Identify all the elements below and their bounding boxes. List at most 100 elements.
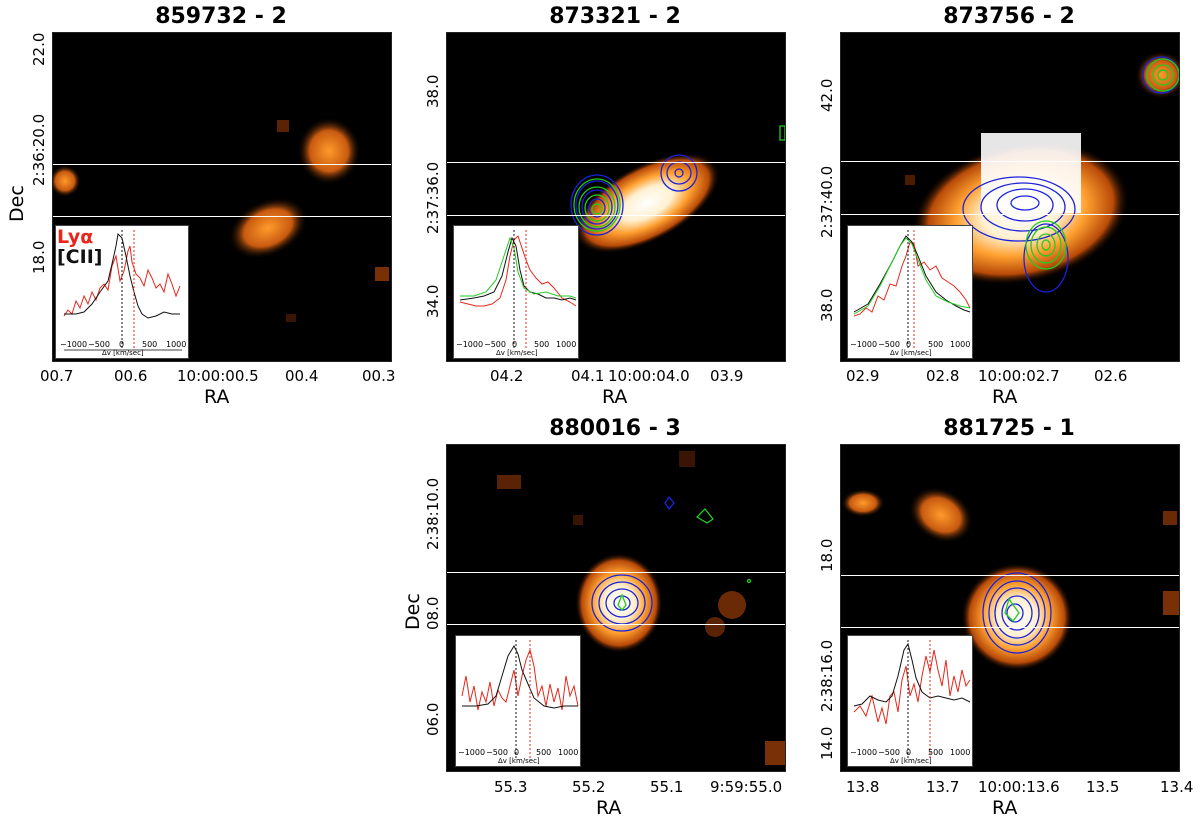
ra-tick: 9:59:55.0: [710, 778, 783, 796]
inset-xtick: 1000: [950, 748, 971, 757]
slit-edge-bottom: [447, 624, 785, 625]
dec-tick: 2:38:10.0: [424, 477, 442, 550]
spectrum-inset: −1000 −500 0 500 1000 Δv [km/sec]: [55, 225, 189, 359]
ra-tick: 00.7: [40, 367, 74, 385]
ra-axis-label: RA: [596, 797, 622, 819]
lya-image: −1000 −500 0 500 1000 Δv [km/sec] Lyα [C…: [52, 32, 392, 362]
inset-xtick: −1000: [60, 340, 88, 349]
ra-tick: 10:00:02.7: [978, 367, 1060, 385]
legend-cii: [CII]: [57, 246, 103, 268]
ra-tick: 13.4: [1160, 778, 1194, 796]
ra-tick: 00.4: [285, 367, 319, 385]
slit-edge-top: [53, 164, 391, 165]
inset-xtick: 0: [906, 340, 912, 349]
ra-tick: 10:00:13.6: [978, 778, 1060, 796]
inset-xtick: −500: [88, 340, 110, 349]
dec-tick: 2:37:40.0: [818, 165, 836, 238]
panel-title: 873321 - 2: [549, 4, 681, 29]
slit-edge-bottom: [841, 627, 1179, 628]
dec-tick: 18.0: [818, 538, 836, 572]
inset-xtick: 0: [512, 340, 518, 349]
panel-title: 873756 - 2: [943, 4, 1075, 29]
inset-xtick: −1000: [456, 340, 484, 349]
dec-tick: 42.0: [818, 78, 836, 112]
inset-xtick: 0: [906, 748, 912, 757]
panel-title: 859732 - 2: [155, 4, 287, 29]
ra-tick: 55.2: [572, 778, 606, 796]
ra-tick: 55.3: [494, 778, 528, 796]
spectrum-inset: −1000 −500 0 500 1000 Δv [km/sec]: [847, 225, 973, 359]
ra-axis-label: RA: [602, 386, 628, 408]
slit-edge-top: [447, 572, 785, 573]
ra-tick: 10:00:04.0: [608, 367, 690, 385]
ra-axis-label: RA: [204, 386, 230, 408]
ra-tick: 55.1: [650, 778, 684, 796]
inset-xtick: 1000: [166, 340, 187, 349]
dec-tick: 06.0: [424, 702, 442, 736]
slit-edge-top: [447, 162, 785, 163]
spectrum-inset: −1000 −500 0 500 1000 Δv [km/sec]: [847, 635, 973, 767]
lya-image: −1000 −500 0 500 1000 Δv [km/sec]: [840, 32, 1180, 362]
slit-edge-bottom: [841, 214, 1179, 215]
ra-tick: 00.6: [114, 367, 148, 385]
inset-xtick: 0: [514, 748, 520, 757]
slit-edge-top: [841, 161, 1179, 162]
dec-tick: 18.0: [30, 240, 48, 274]
ra-tick: 02.6: [1094, 367, 1128, 385]
dec-tick: 38.0: [424, 74, 442, 108]
inset-xtick: −500: [486, 748, 508, 757]
slit-edge-bottom: [53, 216, 391, 217]
inset-xtick: 500: [928, 340, 944, 349]
lya-image: −1000 −500 0 500 1000 Δv [km/sec]: [446, 444, 786, 772]
inset-xtick: 1000: [950, 340, 971, 349]
dec-tick: 08.0: [424, 596, 442, 630]
inset-xlabel: Δv [km/sec]: [498, 757, 540, 765]
inset-xtick: −1000: [850, 340, 878, 349]
dec-tick: 2:37:36.0: [424, 161, 442, 234]
legend-lya: Lyα: [57, 226, 94, 248]
ra-tick: 02.8: [926, 367, 960, 385]
inset-xtick: −1000: [850, 748, 878, 757]
spectrum-inset: −1000 −500 0 500 1000 Δv [km/sec]: [455, 635, 581, 767]
dec-axis-label: Dec: [402, 593, 424, 630]
inset-xtick: 500: [142, 340, 158, 349]
dec-tick: 38.0: [818, 288, 836, 322]
inset-xtick: 500: [536, 748, 552, 757]
ra-axis-label: RA: [992, 797, 1018, 819]
ra-tick: 13.8: [846, 778, 880, 796]
ra-tick: 10:00:00.5: [177, 367, 259, 385]
inset-xlabel: Δv [km/sec]: [496, 349, 538, 357]
ra-tick: 13.7: [926, 778, 960, 796]
dec-tick: 2:38:16.0: [818, 639, 836, 712]
dec-tick: 34.0: [424, 284, 442, 318]
ra-tick: 02.9: [846, 367, 880, 385]
dec-tick: 14.0: [818, 726, 836, 760]
inset-xtick: −500: [878, 340, 900, 349]
inset-xtick: −1000: [458, 748, 486, 757]
dec-tick: 22.0: [30, 32, 48, 66]
inset-xtick: 500: [928, 748, 944, 757]
ra-axis-label: RA: [992, 386, 1018, 408]
inset-xlabel: Δv [km/sec]: [890, 349, 932, 357]
panel-title: 881725 - 1: [943, 416, 1075, 441]
dec-axis-label: Dec: [6, 185, 28, 222]
dec-tick: 2:36:20.0: [30, 113, 48, 186]
panel-title: 880016 - 3: [549, 416, 681, 441]
inset-xlabel: Δv [km/sec]: [102, 349, 144, 357]
inset-xtick: −500: [878, 748, 900, 757]
inset-xtick: −500: [484, 340, 506, 349]
inset-xtick: 1000: [558, 748, 579, 757]
ra-tick: 00.3: [362, 367, 396, 385]
slit-edge-bottom: [447, 215, 785, 216]
lya-image: −1000 −500 0 500 1000 Δv [km/sec]: [446, 32, 786, 362]
inset-xlabel: Δv [km/sec]: [890, 757, 932, 765]
ra-tick: 13.5: [1086, 778, 1120, 796]
ra-tick: 04.1: [571, 367, 605, 385]
inset-xtick: 0: [119, 340, 125, 349]
slit-edge-top: [841, 575, 1179, 576]
ra-tick: 03.9: [710, 367, 744, 385]
ra-tick: 04.2: [490, 367, 524, 385]
inset-xtick: 500: [534, 340, 550, 349]
spectrum-inset: −1000 −500 0 500 1000 Δv [km/sec]: [453, 225, 579, 359]
lya-image: −1000 −500 0 500 1000 Δv [km/sec]: [840, 444, 1180, 772]
